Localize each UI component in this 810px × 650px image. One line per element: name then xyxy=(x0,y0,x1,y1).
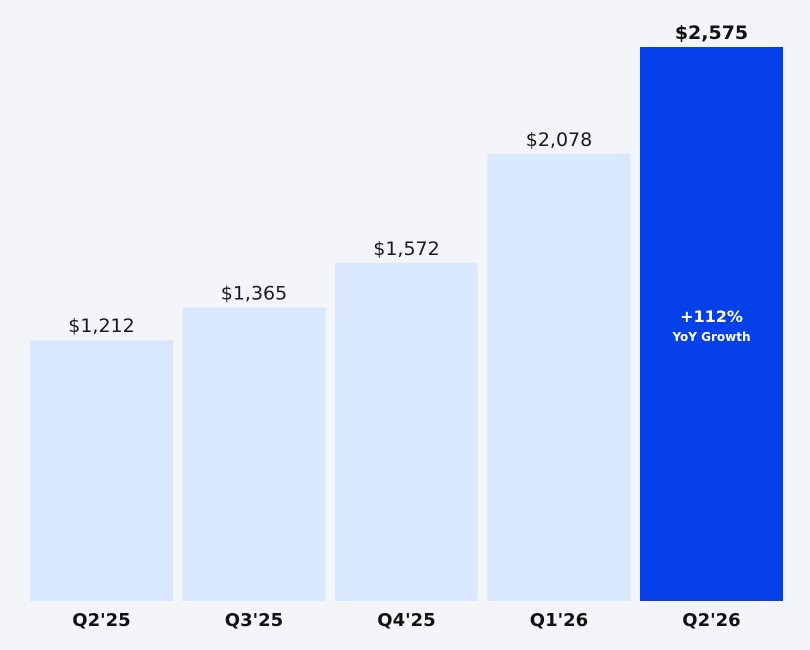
yoy-growth-label: YoY Growth xyxy=(671,330,750,344)
value-label-q3-25: $1,365 xyxy=(221,282,287,304)
value-label-q4-25: $1,572 xyxy=(373,238,439,260)
bars-group xyxy=(30,47,783,602)
bar-q3-25 xyxy=(182,307,326,601)
x-tick-label-q4-25: Q4'25 xyxy=(377,610,435,631)
annotation-group: +112% YoY Growth xyxy=(671,307,750,344)
value-label-q2-25: $1,212 xyxy=(68,315,134,337)
bar-q1-26 xyxy=(487,153,631,602)
value-label-q1-26: $2,078 xyxy=(526,129,592,151)
yoy-growth-value: +112% xyxy=(680,307,743,326)
value-label-q2-26: $2,575 xyxy=(675,22,748,44)
x-tick-label-q2-25: Q2'25 xyxy=(72,610,130,631)
value-labels-group: $1,212 $1,365 $1,572 $2,078 $2,575 xyxy=(68,22,748,337)
x-tick-label-q3-25: Q3'25 xyxy=(225,610,283,631)
bar-q2-25 xyxy=(30,340,173,601)
x-tick-labels-group: Q2'25 Q3'25 Q4'25 Q1'26 Q2'26 xyxy=(72,610,740,631)
x-tick-label-q2-26: Q2'26 xyxy=(682,610,740,631)
bar-q2-26 xyxy=(640,47,783,601)
bar-q4-25 xyxy=(335,262,478,601)
x-tick-label-q1-26: Q1'26 xyxy=(530,610,588,631)
